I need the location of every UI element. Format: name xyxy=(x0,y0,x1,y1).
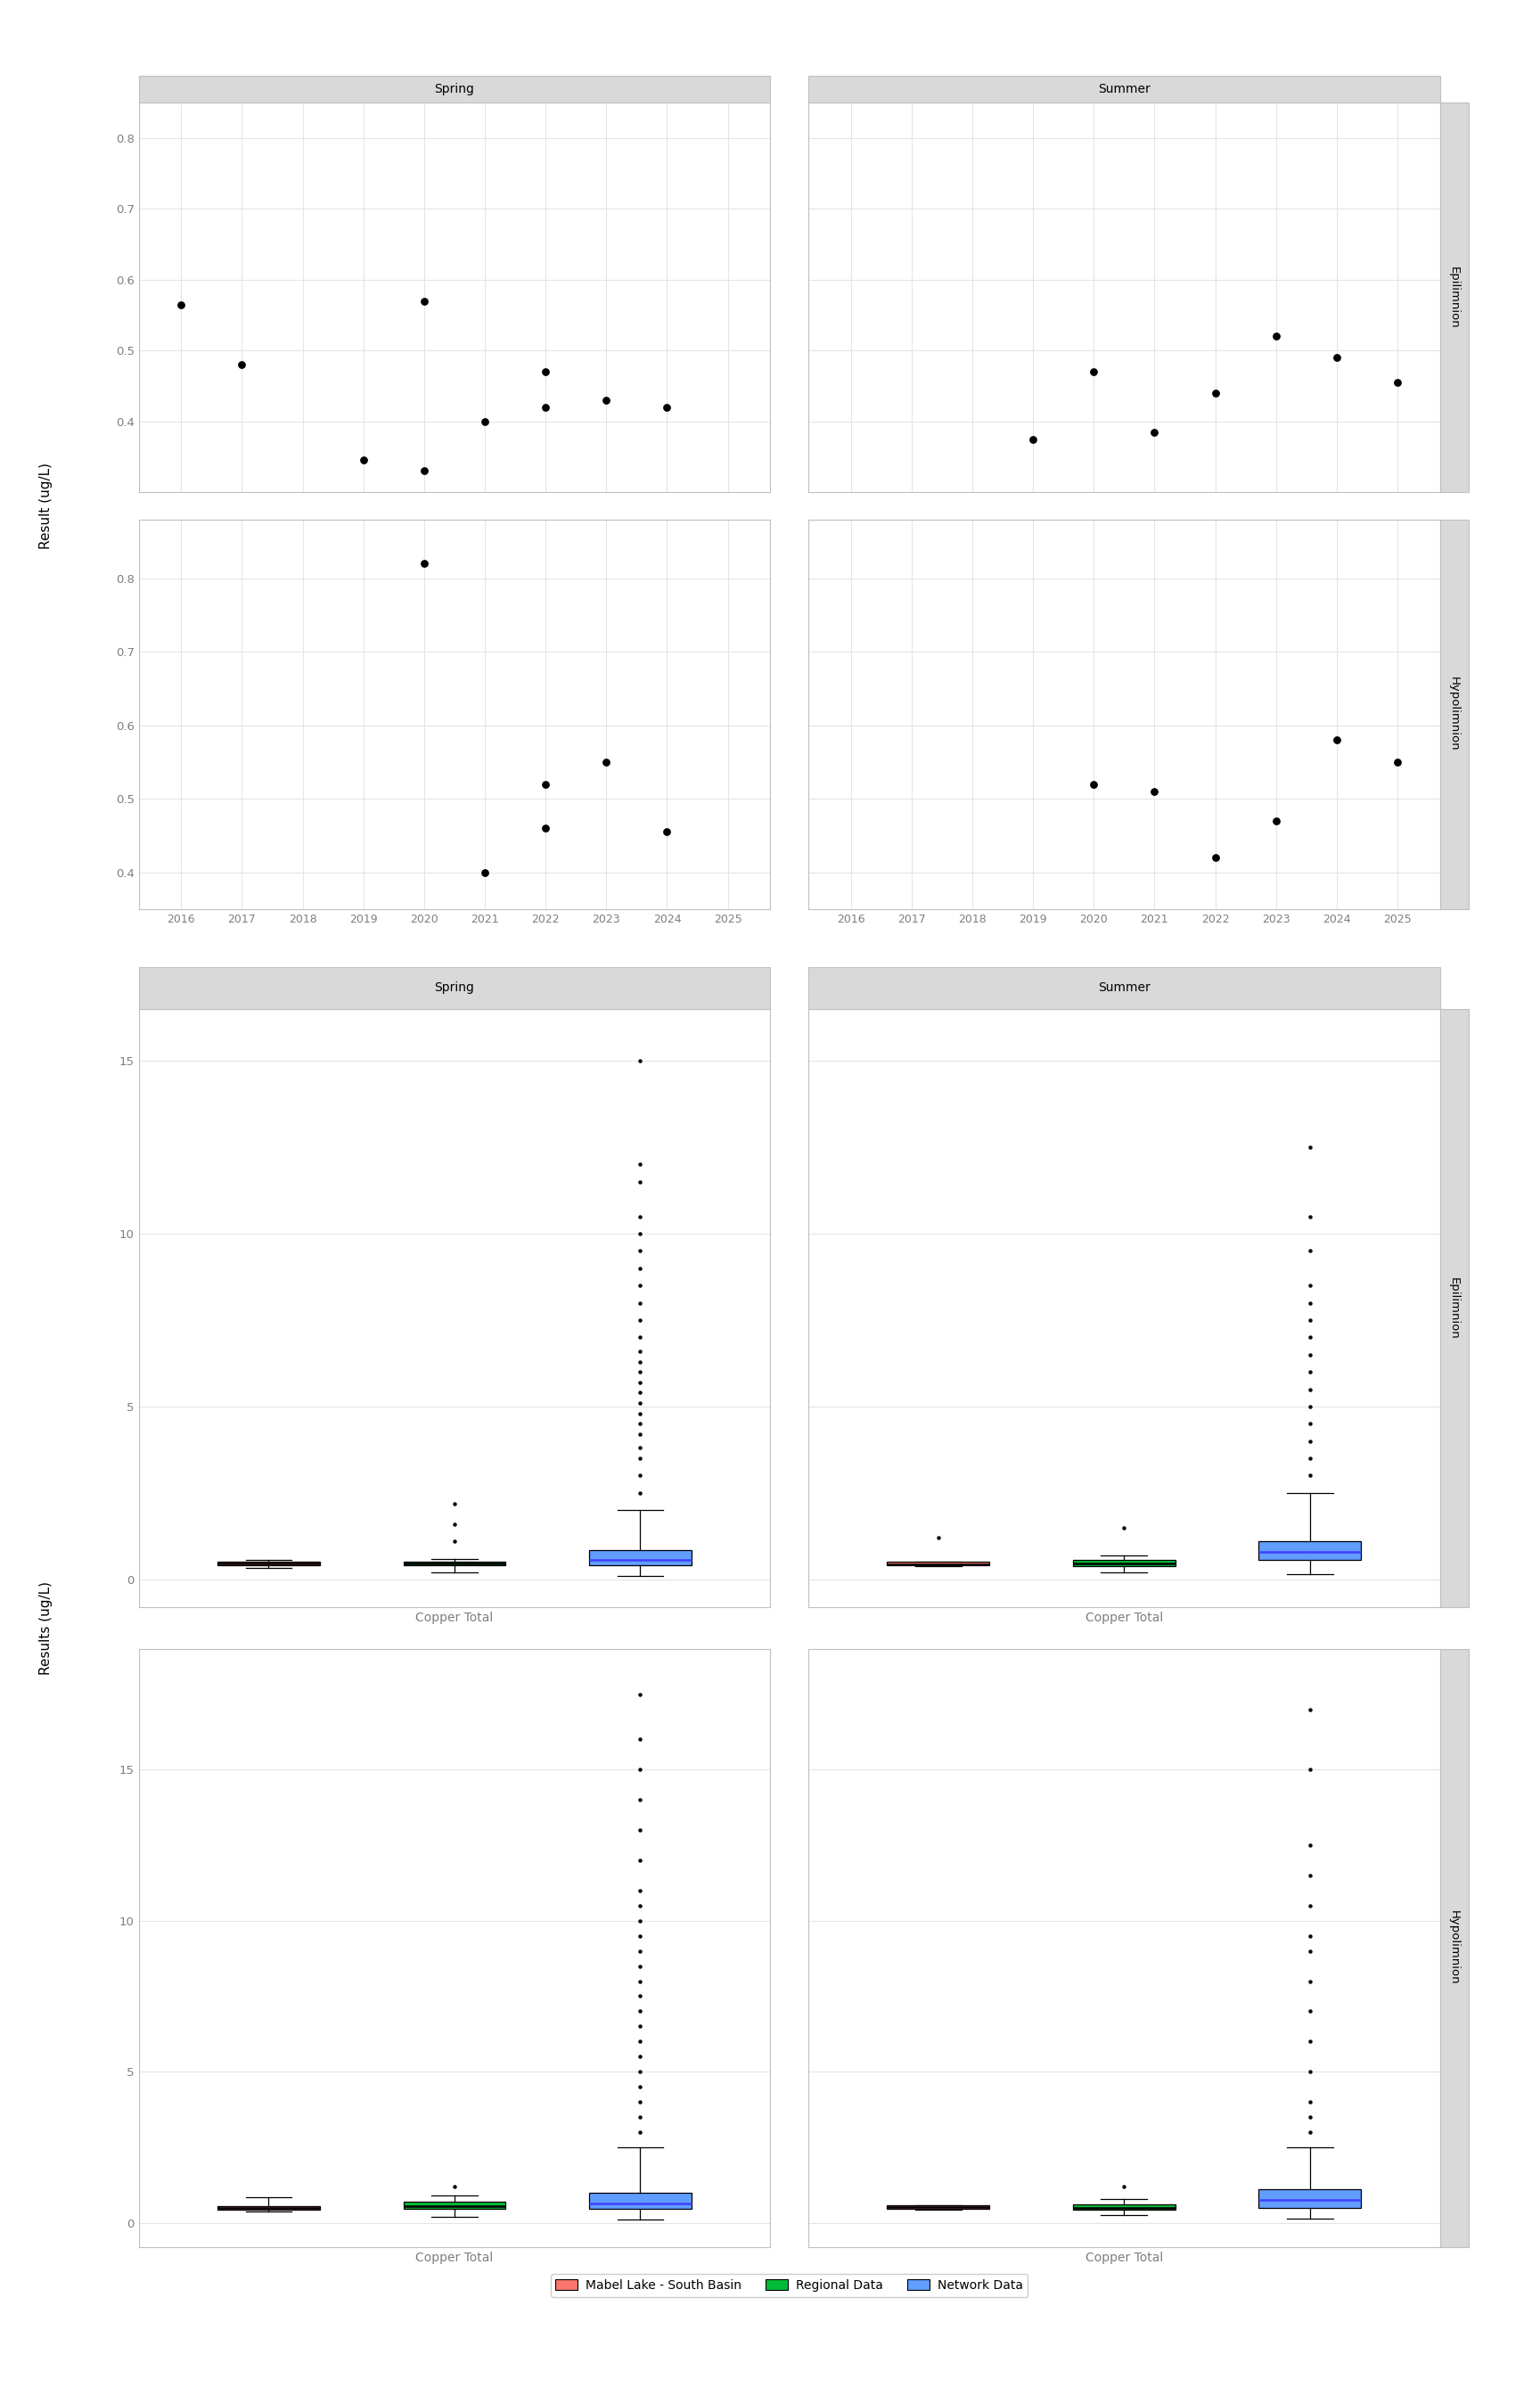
Text: Results (ug/L): Results (ug/L) xyxy=(40,1581,52,1675)
Point xyxy=(1324,338,1349,376)
Point xyxy=(473,403,497,441)
Point xyxy=(1081,352,1106,391)
Point xyxy=(594,381,619,419)
Bar xyxy=(217,2207,320,2209)
FancyBboxPatch shape xyxy=(139,74,770,103)
Bar xyxy=(403,1562,505,1565)
Point xyxy=(1021,419,1046,458)
Point xyxy=(654,388,679,426)
FancyBboxPatch shape xyxy=(139,968,770,1009)
Point xyxy=(594,743,619,781)
Point xyxy=(1264,316,1289,355)
Bar xyxy=(403,2202,505,2209)
Text: Spring: Spring xyxy=(434,982,474,994)
Text: Summer: Summer xyxy=(1098,982,1150,994)
Point xyxy=(1143,412,1167,450)
FancyBboxPatch shape xyxy=(1440,1009,1468,1608)
Point xyxy=(533,388,557,426)
Point xyxy=(351,441,376,479)
Bar xyxy=(887,2204,989,2209)
Text: Copper Total: Copper Total xyxy=(139,79,271,98)
Point xyxy=(1324,721,1349,760)
Point xyxy=(1384,364,1409,403)
Bar xyxy=(1258,1541,1361,1560)
FancyBboxPatch shape xyxy=(1440,1648,1468,2247)
Legend: Mabel Lake - South Basin, Regional Data, Network Data: Mabel Lake - South Basin, Regional Data,… xyxy=(551,2274,1027,2298)
Text: Summer: Summer xyxy=(1098,84,1150,96)
FancyBboxPatch shape xyxy=(1440,103,1468,491)
Bar xyxy=(1073,1560,1175,1567)
Point xyxy=(411,283,436,321)
Point xyxy=(411,453,436,491)
Text: Spring: Spring xyxy=(434,84,474,96)
Point xyxy=(1081,764,1106,803)
Point xyxy=(1384,743,1409,781)
Point xyxy=(1203,839,1227,877)
Point xyxy=(411,544,436,582)
FancyBboxPatch shape xyxy=(808,74,1440,103)
Text: Epilimnion: Epilimnion xyxy=(1448,266,1460,328)
FancyBboxPatch shape xyxy=(808,968,1440,1009)
Bar xyxy=(1258,2190,1361,2207)
Point xyxy=(533,764,557,803)
FancyBboxPatch shape xyxy=(1440,520,1468,908)
Point xyxy=(229,345,254,383)
Bar xyxy=(217,1562,320,1565)
Bar xyxy=(1073,2204,1175,2209)
Point xyxy=(1264,803,1289,841)
Point xyxy=(1203,374,1227,412)
Point xyxy=(473,853,497,891)
Text: Comparison with Network Data: Comparison with Network Data xyxy=(139,987,467,1004)
Point xyxy=(169,285,194,323)
Text: Hypolimnion: Hypolimnion xyxy=(1448,678,1460,752)
Point xyxy=(654,812,679,851)
Point xyxy=(533,352,557,391)
Bar xyxy=(590,1550,691,1565)
Text: Hypolimnion: Hypolimnion xyxy=(1448,1910,1460,1986)
Text: Epilimnion: Epilimnion xyxy=(1448,1277,1460,1339)
Bar xyxy=(590,2192,691,2209)
Point xyxy=(533,810,557,848)
Text: Result (ug/L): Result (ug/L) xyxy=(40,462,52,549)
Bar xyxy=(887,1562,989,1565)
Point xyxy=(1143,772,1167,810)
